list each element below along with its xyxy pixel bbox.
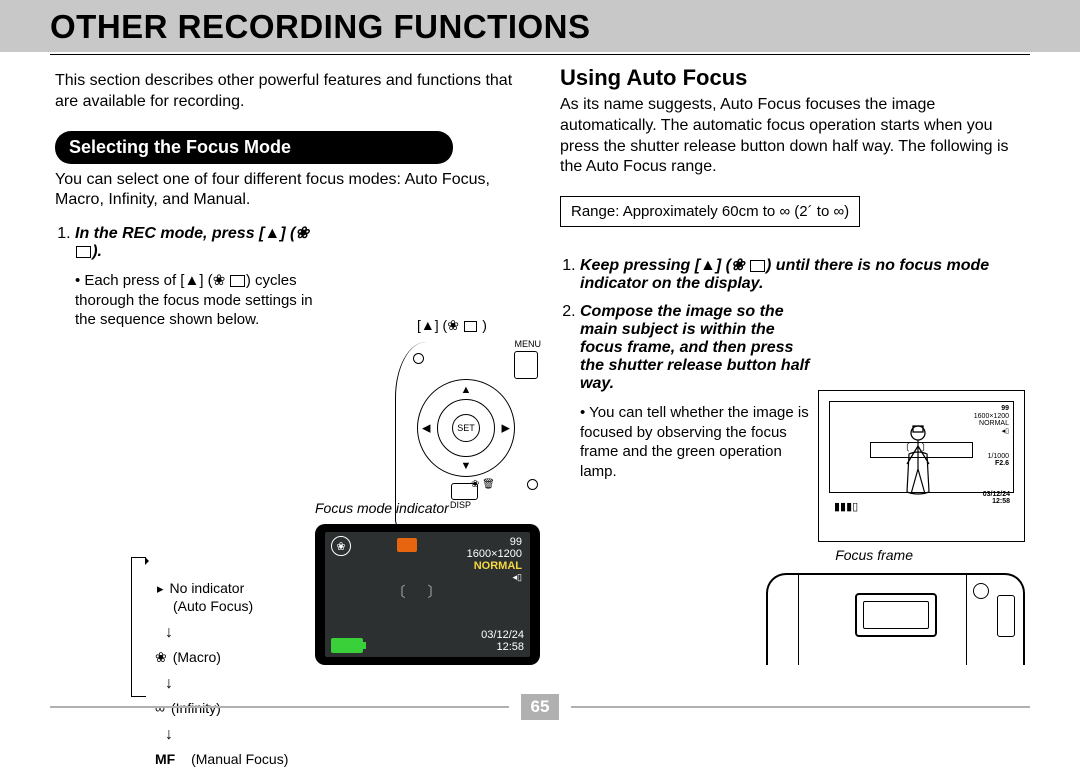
section-body: You can select one of four different foc… bbox=[55, 170, 520, 212]
right-bullet2: • You can tell whether the image is focu… bbox=[580, 403, 810, 481]
right-heading: Using Auto Focus bbox=[560, 65, 1025, 91]
book-icon bbox=[750, 260, 765, 273]
lcd-info: 99 1600×1200 NORMAL ◂▯ bbox=[467, 536, 522, 583]
sequence-bracket bbox=[131, 557, 146, 697]
frame-caption: Focus frame bbox=[835, 547, 913, 563]
dpad-ring: SET ▲ ▼ ◀ ▶ bbox=[417, 379, 515, 477]
lcd-caption: Focus mode indicator bbox=[315, 500, 449, 516]
content-columns: This section describes other powerful fe… bbox=[0, 55, 1080, 665]
range-box: Range: Approximately 60cm to ∞ (2´ to ∞) bbox=[560, 196, 860, 227]
header-bar: OTHER RECORDING FUNCTIONS bbox=[0, 0, 1080, 52]
intro-text: This section describes other powerful fe… bbox=[55, 71, 520, 113]
right-column: Using Auto Focus As its name suggests, A… bbox=[560, 65, 1025, 665]
focus-frame-diagram: 99 1600×1200 NORMAL ◂▯ 1/1000 F2.6 〔〕 bbox=[818, 390, 1025, 542]
camera-back-illustration bbox=[766, 573, 1025, 665]
battery-icon: ▮▮▮▯ bbox=[834, 500, 858, 513]
left-column: This section describes other powerful fe… bbox=[55, 65, 520, 665]
right-paragraph: As its name suggests, Auto Focus focuses… bbox=[560, 95, 1025, 178]
battery-icon bbox=[331, 638, 363, 653]
set-button: SET bbox=[452, 414, 480, 442]
flower-icon: ❀ bbox=[295, 225, 308, 242]
flower-icon: ❀ bbox=[155, 646, 167, 670]
dpad-label: [▲] (❀ ) bbox=[417, 317, 487, 334]
disp-label: DISP bbox=[450, 500, 471, 510]
viewfinder-outline bbox=[855, 593, 937, 637]
left-steps: In the REC mode, press [▲] (❀ ). • Each … bbox=[55, 223, 520, 330]
book-icon bbox=[76, 246, 91, 259]
focus-sequence: ▸No indicator (Auto Focus) ↓ ❀ (Macro) ↓… bbox=[155, 577, 288, 772]
menu-label: MENU bbox=[515, 339, 542, 349]
disp-button-outline bbox=[451, 483, 478, 500]
lcd-preview: Focus mode indicator ❀ 99 1600×1200 NORM… bbox=[315, 524, 540, 665]
lcd-orange-indicator bbox=[397, 538, 417, 552]
menu-button-outline bbox=[514, 351, 538, 379]
manual-page: OTHER RECORDING FUNCTIONS This section d… bbox=[0, 0, 1080, 730]
operation-lamp-icon bbox=[973, 583, 989, 599]
right-step-1: Keep pressing [▲] (❀ ) until there is no… bbox=[580, 255, 1025, 293]
left-bullet1: • Each press of [▲] (❀ ) cycles thorough… bbox=[75, 271, 325, 330]
left-step-1: In the REC mode, press [▲] (❀ ). • Each … bbox=[75, 223, 520, 330]
lcd-focus-brackets: 〔〕 bbox=[392, 582, 464, 602]
lcd-flower-icon: ❀ bbox=[331, 536, 351, 556]
page-title: OTHER RECORDING FUNCTIONS bbox=[50, 8, 1030, 46]
person-illustration bbox=[899, 424, 937, 496]
step1-text: In the REC mode, press [▲] (❀ ). bbox=[75, 225, 309, 260]
section-pill: Selecting the Focus Mode bbox=[55, 131, 453, 164]
page-footer: 65 bbox=[50, 694, 1030, 720]
flower-icon: ❀ bbox=[731, 257, 744, 274]
page-number: 65 bbox=[521, 694, 560, 720]
